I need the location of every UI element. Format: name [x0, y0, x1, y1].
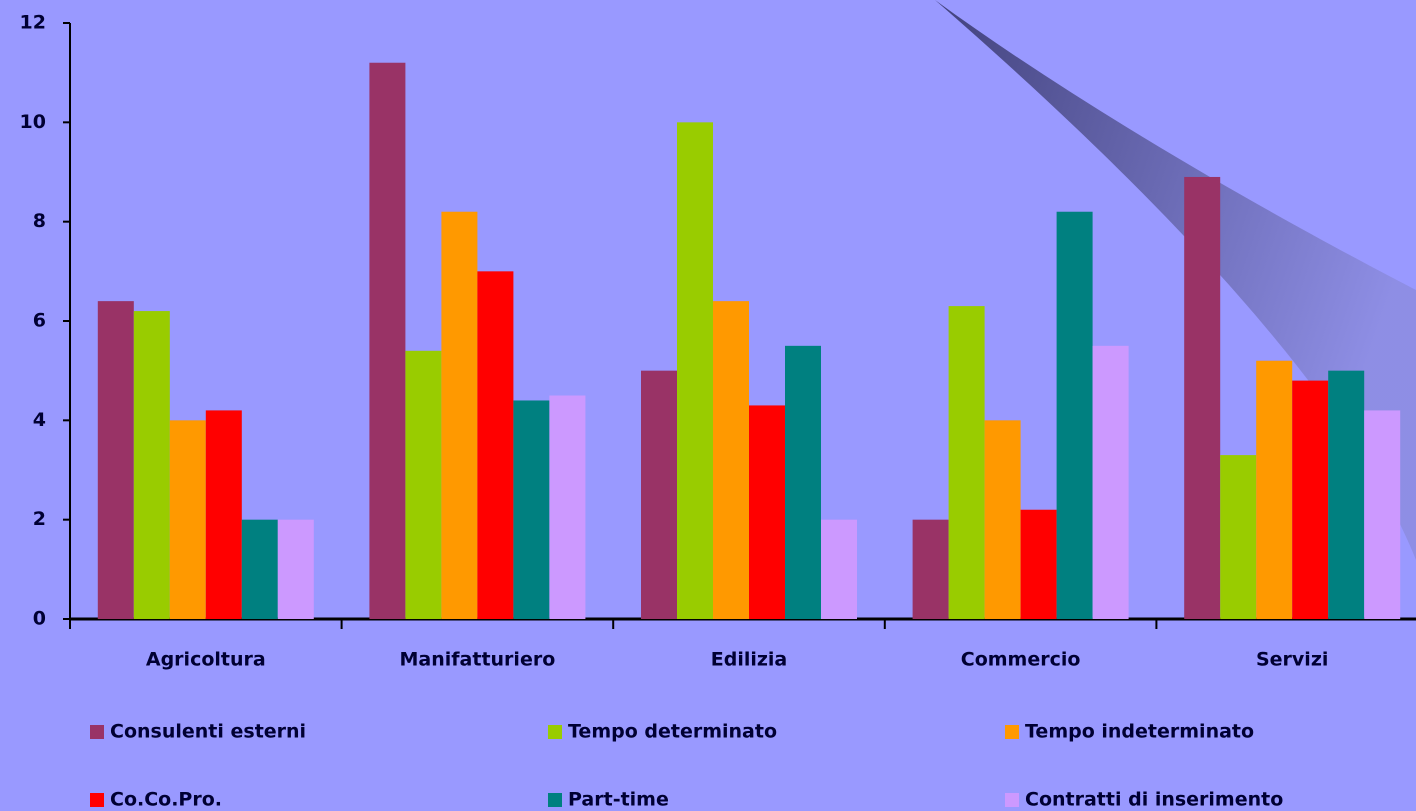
bar [912, 519, 949, 619]
bar [369, 62, 406, 619]
legend-label: Part-time [568, 789, 669, 811]
y-tick-label: 8 [33, 210, 46, 232]
bar [1220, 455, 1257, 619]
bar [205, 410, 242, 619]
legend-label: Contratti di inserimento [1025, 789, 1283, 811]
bar [713, 301, 749, 619]
bar [441, 211, 478, 619]
bar [513, 400, 550, 619]
legend-swatch [90, 793, 104, 807]
x-tick-label: Manifatturiero [400, 649, 556, 671]
bar [1292, 380, 1329, 619]
bar [1328, 370, 1365, 619]
legend-label: Tempo indeterminato [1025, 721, 1254, 743]
bar [549, 395, 586, 619]
bar [241, 519, 278, 619]
x-tick-label: Commercio [961, 649, 1081, 671]
x-tick-label: Servizi [1256, 649, 1328, 671]
bar [277, 519, 314, 619]
y-tick-label: 2 [33, 508, 46, 530]
bar [677, 122, 713, 619]
legend-swatch [1005, 793, 1019, 807]
bar [1020, 509, 1057, 619]
legend-swatch [1005, 725, 1019, 739]
x-tick-label: Agricoltura [146, 649, 266, 671]
bar [1256, 360, 1293, 619]
legend-swatch [548, 793, 562, 807]
y-tick-label: 6 [33, 310, 46, 332]
legend-label: Tempo determinato [568, 721, 777, 743]
bar [477, 271, 514, 619]
decoration [935, 0, 1416, 560]
legend-swatch [90, 725, 104, 739]
bar [1184, 176, 1221, 619]
legend-swatch [548, 725, 562, 739]
y-tick-label: 4 [33, 409, 46, 431]
bar [948, 306, 985, 619]
bar [641, 370, 677, 619]
y-tick-label: 0 [33, 608, 46, 630]
y-tick-label: 10 [20, 111, 46, 133]
bar [97, 301, 134, 619]
bar [749, 405, 785, 619]
legend-label: Consulenti esterni [110, 721, 306, 743]
bar [1056, 211, 1093, 619]
bar [1092, 345, 1129, 619]
bar [785, 345, 821, 619]
y-tick-label: 12 [20, 12, 46, 34]
bar [405, 350, 442, 619]
bar [133, 311, 170, 619]
legend-label: Co.Co.Pro. [110, 789, 222, 811]
bar [169, 420, 206, 619]
x-tick-label: Edilizia [711, 649, 788, 671]
bar [984, 420, 1021, 619]
bar [1364, 410, 1401, 619]
bar [821, 519, 857, 619]
